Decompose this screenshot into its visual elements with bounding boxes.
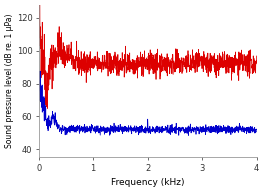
Y-axis label: Sound pressure level (dB re. 1 μPa): Sound pressure level (dB re. 1 μPa) xyxy=(5,14,14,148)
X-axis label: Frequency (kHz): Frequency (kHz) xyxy=(111,178,184,187)
